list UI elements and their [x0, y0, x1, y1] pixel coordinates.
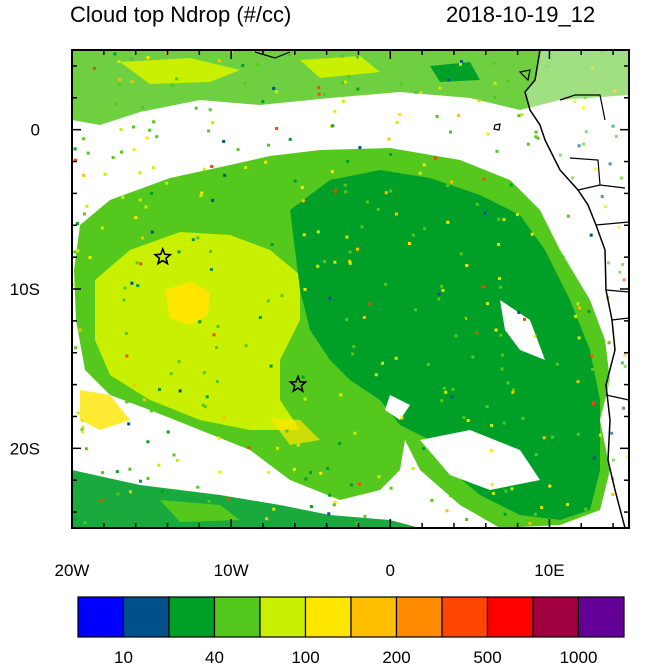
colorbar-label: 10	[114, 648, 133, 667]
x-tick-label: 0	[386, 561, 395, 580]
colorbar-label: 40	[205, 648, 224, 667]
colorbar-label: 1000	[560, 648, 598, 667]
colorbar-swatch	[577, 596, 625, 638]
star-marker	[288, 374, 308, 393]
star-marker	[153, 246, 173, 266]
colorbar-swatch	[441, 596, 489, 638]
cloud-speckles	[72, 50, 629, 527]
y-axis-labels: 0 10S 20S	[10, 121, 40, 459]
y-tick-label: 10S	[10, 280, 40, 299]
colorbar-label: 200	[382, 648, 410, 667]
x-tick-label: 20W	[55, 561, 90, 580]
axis-ticks	[71, 50, 629, 528]
map-title: Cloud top Ndrop (#/cc)	[70, 2, 292, 27]
colorbar-swatch	[486, 596, 534, 638]
x-tick-label: 10E	[534, 561, 564, 580]
colorbar	[77, 596, 625, 638]
colorbar-swatch	[395, 596, 443, 638]
colorbar-swatch	[304, 596, 352, 638]
map-plot-area	[72, 50, 629, 528]
y-tick-label: 20S	[10, 439, 40, 458]
y-tick-label: 0	[31, 121, 40, 140]
africa-coastline	[524, 50, 629, 528]
colorbar-swatch	[122, 596, 170, 638]
colorbar-label: 500	[473, 648, 501, 667]
colorbar-swatch	[168, 596, 216, 638]
yellow-hotspot	[165, 282, 210, 325]
eastern-dark-deck	[290, 170, 600, 520]
x-axis-labels: 20W 10W 0 10E	[55, 561, 565, 580]
colorbar-swatch	[532, 596, 580, 638]
colorbar-swatch	[77, 596, 125, 638]
colorbar-labels: 10 40 100 200 500 1000	[114, 648, 597, 667]
x-tick-label: 10W	[214, 561, 249, 580]
observation-markers	[153, 246, 308, 393]
colorbar-swatch	[213, 596, 261, 638]
colorbar-label: 100	[291, 648, 319, 667]
colorbar-swatch	[350, 596, 398, 638]
map-datetime: 2018-10-19_12	[446, 2, 596, 27]
western-core	[95, 232, 300, 430]
colorbar-swatch	[259, 596, 307, 638]
